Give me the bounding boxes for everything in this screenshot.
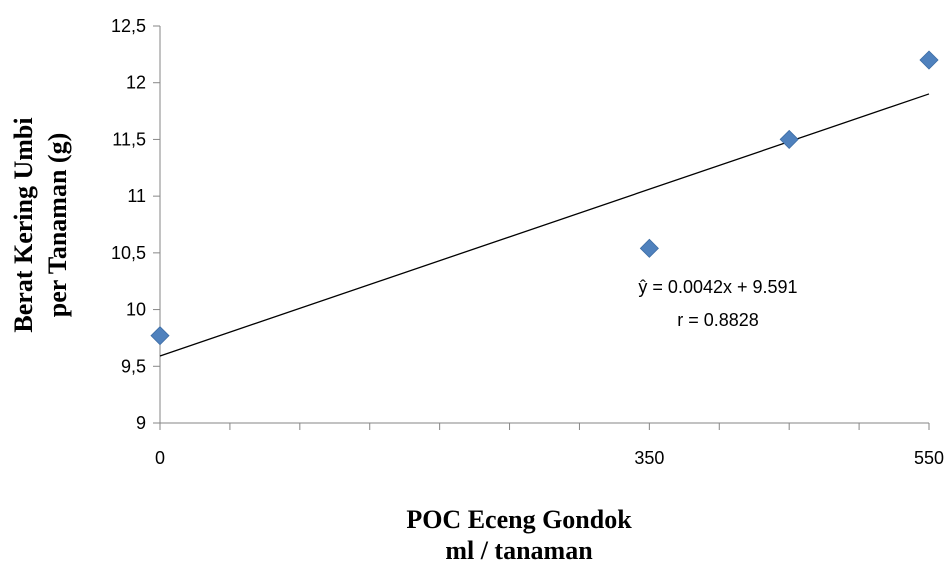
text-layer: ŷ = 0.0042x + 9.591 r = 0.8828 POC Eceng… xyxy=(9,16,944,565)
y-tick-label: 9 xyxy=(136,413,146,433)
x-axis-title-line2: ml / tanaman xyxy=(445,536,593,565)
y-tick-label: 9,5 xyxy=(121,356,146,376)
y-tick-label: 12,5 xyxy=(111,16,146,36)
x-tick-label: 0 xyxy=(155,448,165,468)
trendline-equation: ŷ = 0.0042x + 9.591 xyxy=(638,277,797,297)
data-point xyxy=(919,50,939,70)
y-tick-label: 10,5 xyxy=(111,243,146,263)
x-tick-label: 550 xyxy=(914,448,944,468)
y-tick-label: 11,5 xyxy=(112,129,146,149)
y-axis-title-line1: Berat Kering Umbi xyxy=(9,117,38,332)
data-point xyxy=(639,238,659,258)
y-tick-label: 10 xyxy=(126,300,146,320)
x-axis-title-line1: POC Eceng Gondok xyxy=(406,505,632,534)
trendline xyxy=(159,93,930,357)
trendline-r-value: r = 0.8828 xyxy=(677,310,759,330)
points-layer xyxy=(150,50,939,346)
data-point xyxy=(779,129,799,149)
x-tick-label: 350 xyxy=(634,448,664,468)
y-tick-label: 11 xyxy=(127,186,146,206)
y-tick-label: 12 xyxy=(126,73,146,93)
trend-layer xyxy=(159,93,930,357)
y-axis-title-line2: per Tanaman (g) xyxy=(43,133,72,317)
axes-layer xyxy=(153,25,930,430)
data-point xyxy=(150,326,170,346)
